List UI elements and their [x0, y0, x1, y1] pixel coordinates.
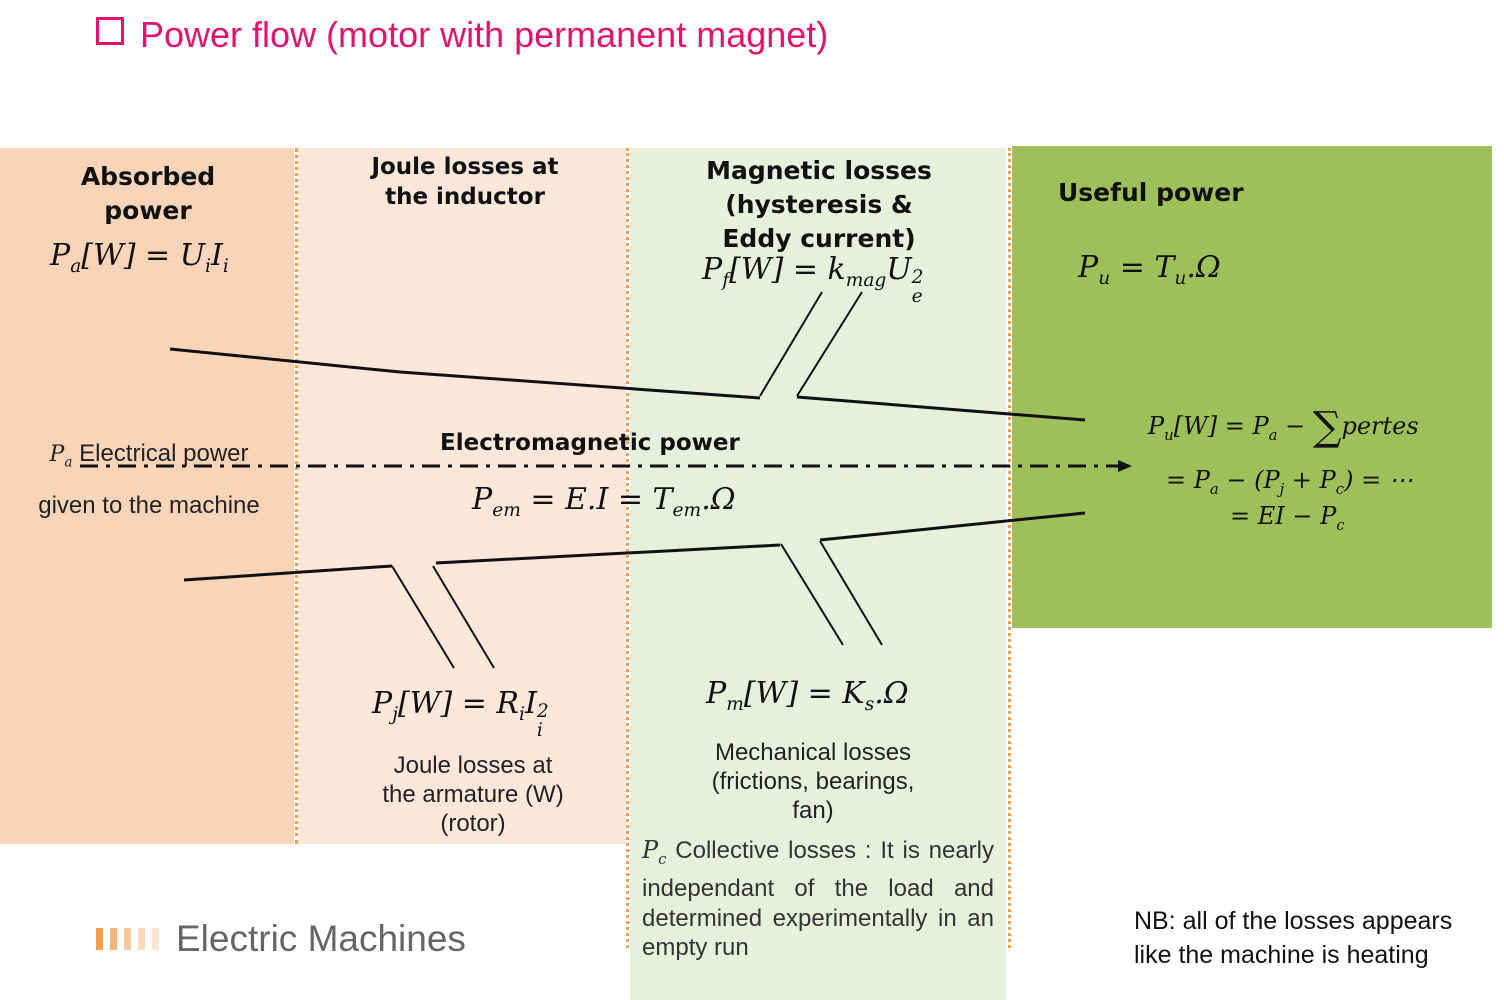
- electrical-power-label: Pa Electrical power given to the machine: [38, 440, 260, 520]
- absorbed-power-column: [0, 148, 294, 844]
- lower-flow-line-right: [819, 511, 1086, 542]
- electric-machines-logo: Electric Machines: [96, 918, 466, 960]
- magnetic-branch-right: [796, 291, 863, 397]
- useful-power-heading: Useful power: [1058, 178, 1244, 207]
- magnetic-losses-column: [630, 148, 1006, 1000]
- divider-3: [1008, 148, 1011, 948]
- upper-flow-line-right: [796, 395, 1086, 422]
- joule-branch-right: [432, 565, 495, 669]
- useful-equation-line-2: = Pa − (Pj + Pc) = ⋯: [1166, 466, 1413, 498]
- mechanical-losses-formula: Pm[W] = Ks.Ω: [706, 676, 909, 715]
- mech-branch-left: [780, 543, 844, 646]
- useful-equation-line-3: = EI − Pc: [1230, 502, 1345, 534]
- checkbox-bullet-icon: [96, 17, 124, 45]
- magnetic-losses-heading: Magnetic losses (hysteresis & Eddy current…: [706, 156, 932, 253]
- useful-power-formula: Pu = Tu.Ω: [1078, 250, 1221, 289]
- mech-branch-right: [819, 540, 883, 646]
- joule-branch-left: [391, 565, 455, 669]
- joule-inductor-column: [298, 148, 626, 844]
- electromagnetic-power-formula: Pem = E.I = Tem.Ω: [472, 482, 736, 521]
- logo-bar-icon: [138, 928, 145, 950]
- mechanical-losses-label: Mechanical losses (frictions, bearings, fa…: [711, 739, 915, 824]
- logo-bar-icon: [124, 928, 131, 950]
- arrow-head-icon: [1118, 460, 1132, 472]
- lower-flow-line-left: [183, 564, 393, 582]
- joule-armature-formula: Pj[W] = RiI 2 i: [372, 686, 549, 741]
- logo-bar-icon: [96, 928, 103, 950]
- magnetic-losses-formula: Pf[W] = kmagU 2 e: [702, 252, 924, 307]
- joule-inductor-heading: Joule losses at the inductor: [371, 154, 559, 210]
- lower-flow-line-mid: [435, 543, 781, 565]
- logo-bar-icon: [152, 928, 159, 950]
- useful-power-column: [1012, 146, 1492, 628]
- useful-equation-line-1: Pu[W] = Pa − ∑pertes: [1148, 404, 1419, 450]
- nb-note: NB: all of the losses appears like the ma…: [1134, 907, 1453, 969]
- joule-armature-label: Joule losses at the armature (W) (rotor): [382, 752, 564, 837]
- electromagnetic-power-label: Electromagnetic power: [440, 430, 740, 456]
- logo-bar-icon: [110, 928, 117, 950]
- collective-losses-text: Pc Collective losses : It is nearly inde…: [642, 836, 994, 962]
- divider-2: [626, 148, 629, 948]
- absorbed-power-formula: Pa[W] = UiIi: [50, 238, 229, 277]
- divider-1: [295, 148, 298, 844]
- magnetic-branch-left: [759, 291, 823, 397]
- upper-flow-line-left: [169, 347, 761, 400]
- logo-text: Electric Machines: [176, 918, 466, 959]
- page-title: Power flow (motor with permanent magnet): [96, 14, 828, 56]
- absorbed-power-heading: Absorbed power: [80, 162, 216, 225]
